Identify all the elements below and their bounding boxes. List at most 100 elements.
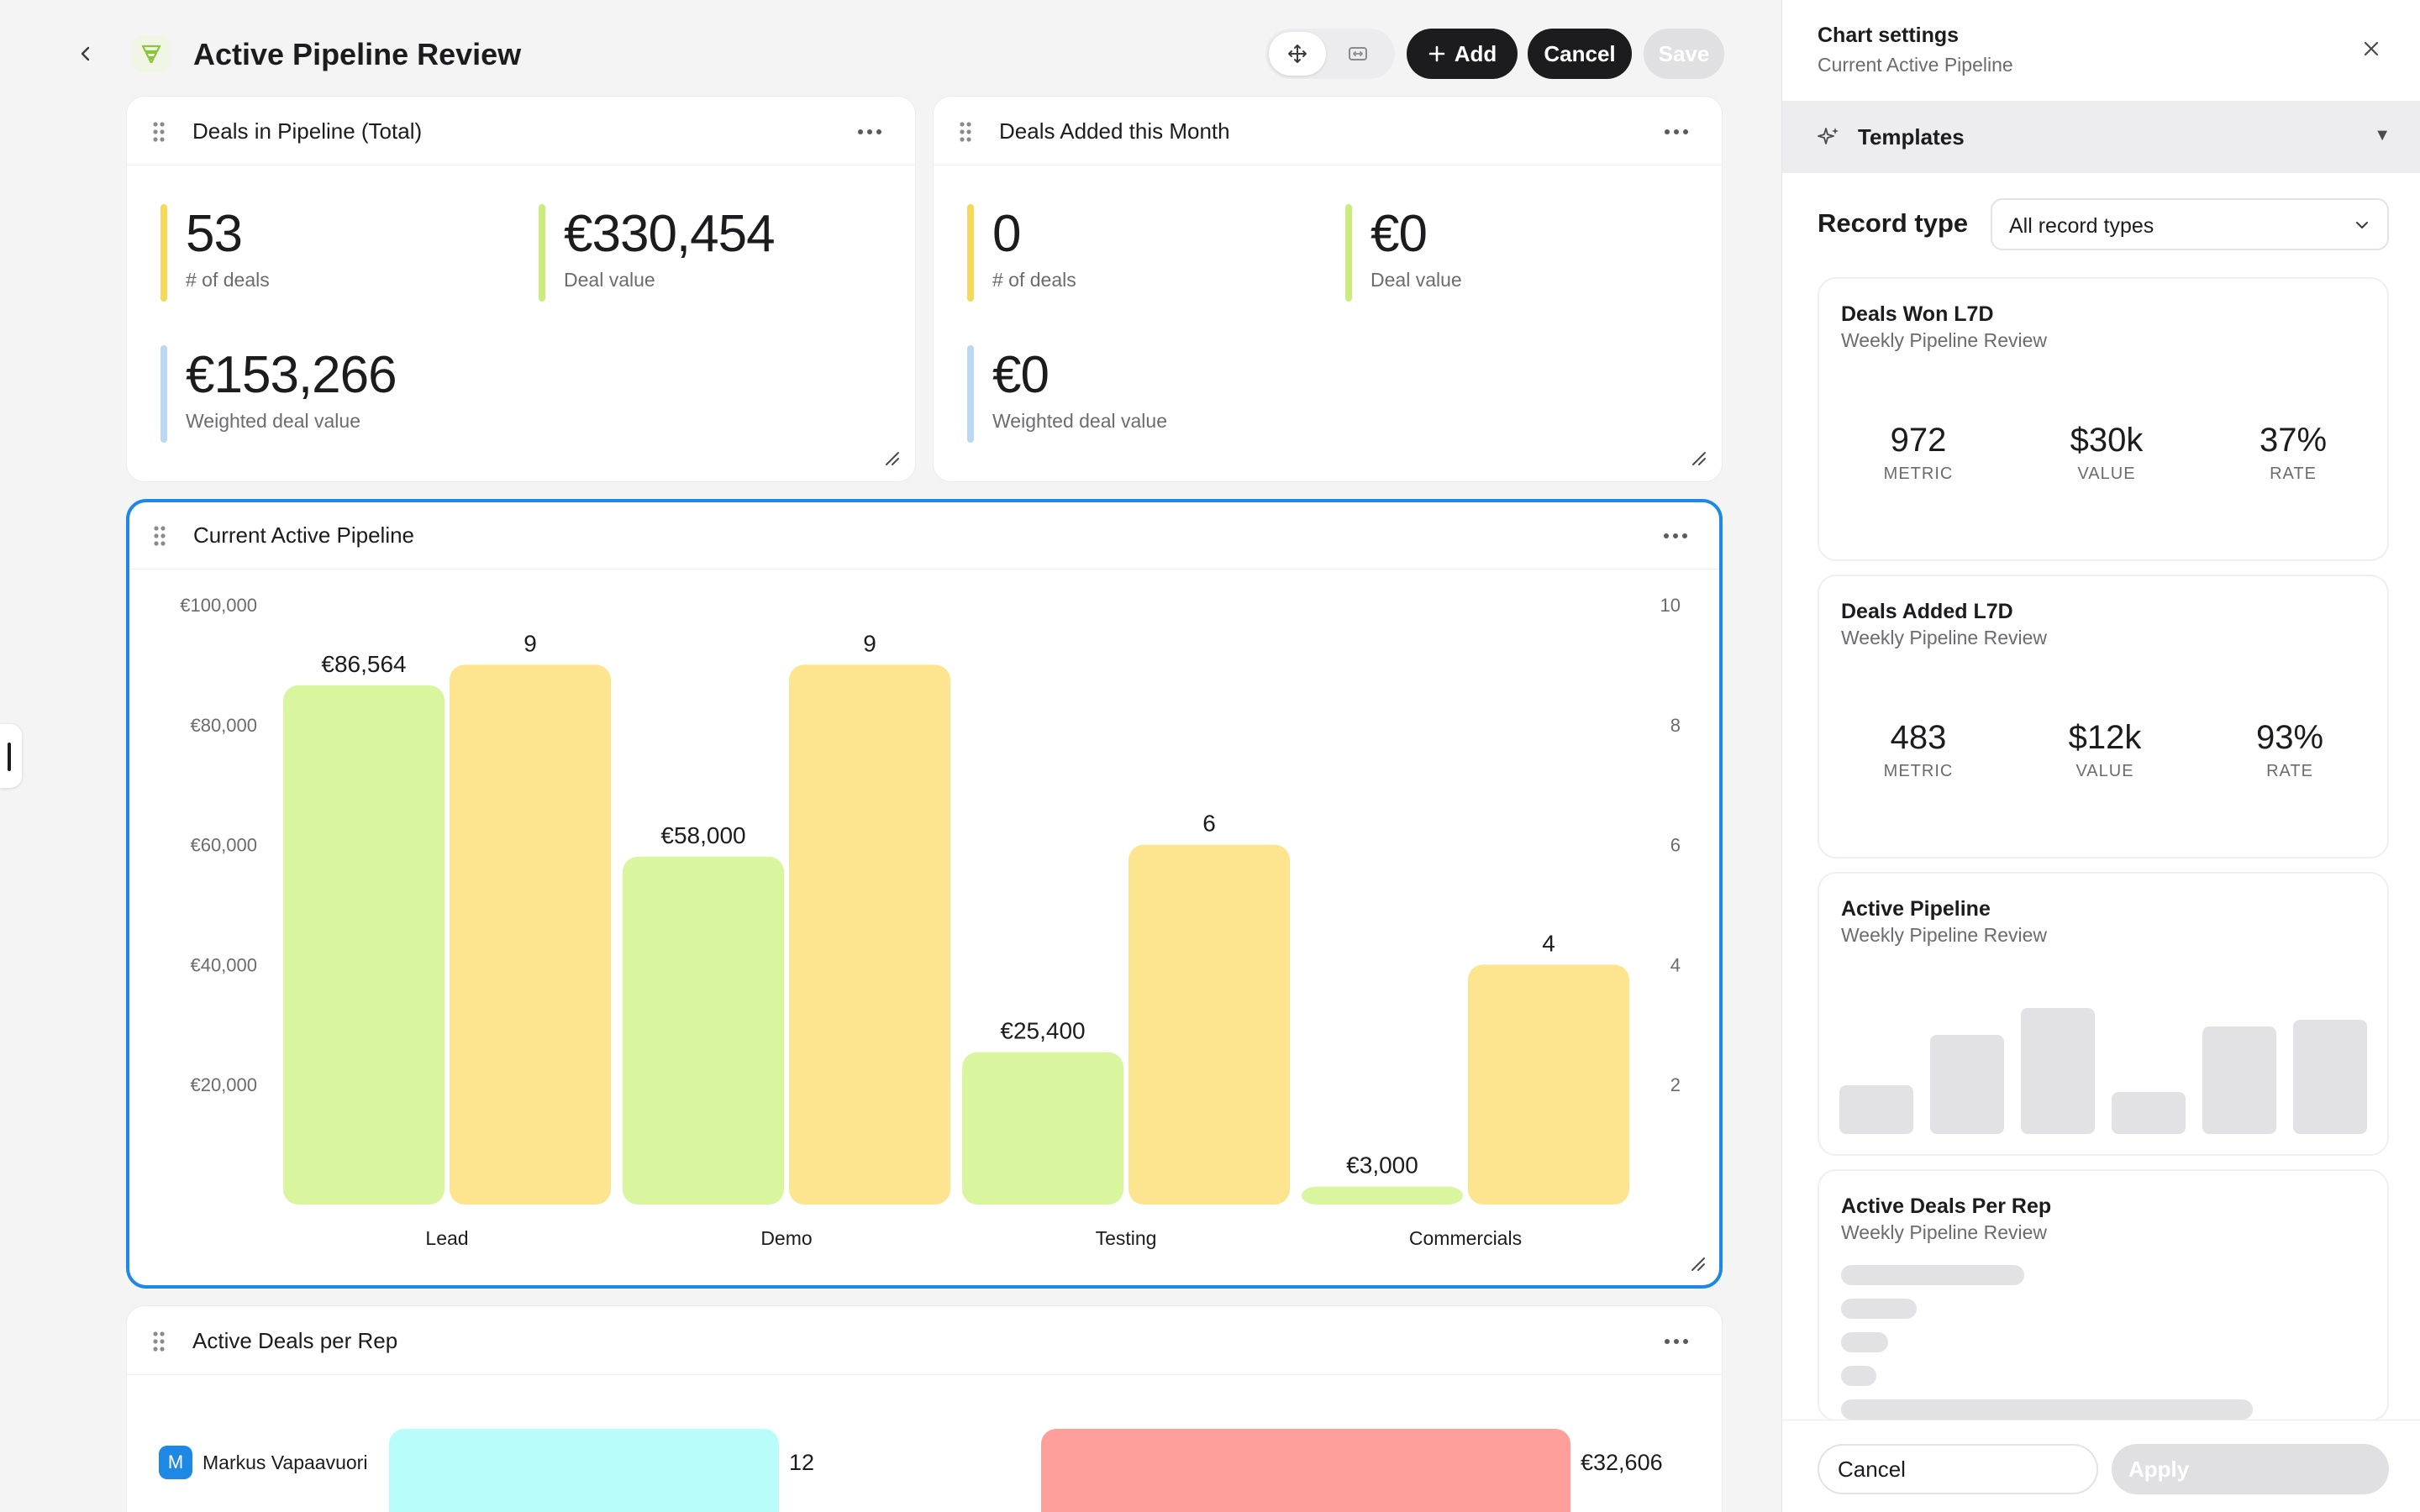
- resize-handle-icon[interactable]: [1690, 449, 1707, 466]
- handle-grip-icon: [8, 743, 11, 771]
- template-card-deals-added[interactable]: Deals Added L7D Weekly Pipeline Review 4…: [1818, 575, 2389, 858]
- y-left-tick-label: €100,000: [180, 595, 257, 616]
- placeholder-line: [1841, 1399, 2253, 1420]
- bar-commercials-series-1: [1302, 1186, 1463, 1205]
- template-metric: 972 METRIC: [1843, 420, 1994, 486]
- template-subtitle: Weekly Pipeline Review: [1841, 627, 2048, 648]
- sparkle-icon: [1818, 128, 1839, 144]
- card-header: Deals in Pipeline (Total): [127, 97, 915, 165]
- placeholder-line: [1841, 1366, 1876, 1386]
- card-title: Deals Added this Month: [999, 118, 1230, 144]
- resize-handle-icon[interactable]: [883, 449, 900, 466]
- bar-data-label: €58,000: [660, 822, 745, 848]
- metric-value: $30k: [2070, 422, 2144, 459]
- stat-accent-bar: [160, 345, 167, 443]
- drag-handle-icon[interactable]: [957, 120, 974, 144]
- template-card-active-deals-per-rep[interactable]: Active Deals Per Rep Weekly Pipeline Rev…: [1818, 1169, 2389, 1421]
- chevron-down-icon: [2356, 222, 2368, 228]
- placeholder-line: [1841, 1299, 1917, 1319]
- panel-title: Chart settings: [1818, 24, 1960, 47]
- card-menu-button[interactable]: [1658, 118, 1695, 145]
- stat-label: # of deals: [992, 269, 1076, 291]
- avatar: M: [159, 1446, 192, 1479]
- template-subtitle: Weekly Pipeline Review: [1841, 1221, 2048, 1243]
- chart-settings-panel: Chart settings Current Active Pipeline T…: [1781, 0, 2420, 1512]
- record-type-select[interactable]: All record types: [1991, 198, 2389, 250]
- rep-count-bar: [389, 1429, 779, 1512]
- templates-accordion[interactable]: Templates ▼: [1782, 101, 2420, 173]
- y-right-tick-label: 2: [1670, 1074, 1681, 1095]
- stat-accent-bar: [967, 204, 974, 302]
- bar-commercials-series-2: [1468, 964, 1629, 1205]
- more-horizontal-icon: [1664, 533, 1687, 538]
- template-metric: 483 METRIC: [1843, 717, 1994, 783]
- move-mode-button[interactable]: [1269, 32, 1326, 76]
- template-title: Active Pipeline: [1841, 897, 1991, 921]
- back-button[interactable]: [69, 37, 103, 71]
- dashboard-header: Active Pipeline Review Add Cancel Save: [0, 0, 1781, 94]
- card-menu-button[interactable]: [1658, 1328, 1695, 1355]
- resize-mode-button[interactable]: [1329, 32, 1386, 76]
- page-title: Active Pipeline Review: [193, 37, 522, 71]
- template-metric: $30k VALUE: [2031, 420, 2182, 486]
- close-panel-button[interactable]: [2356, 34, 2386, 64]
- card-header: Active Deals per Rep: [127, 1306, 1722, 1375]
- rep-deal-value: €32,606: [1581, 1450, 1663, 1475]
- stat-value: €330,454: [564, 205, 776, 263]
- card-menu-button[interactable]: [851, 118, 888, 145]
- cancel-button[interactable]: Cancel: [1528, 29, 1632, 79]
- stat-value: €0: [992, 346, 1050, 404]
- x-category-label: Testing: [1096, 1227, 1157, 1249]
- bar-data-label: 9: [523, 630, 537, 656]
- drag-handle-icon[interactable]: [150, 120, 167, 144]
- template-card-active-pipeline[interactable]: Active Pipeline Weekly Pipeline Review: [1818, 872, 2389, 1156]
- apply-button[interactable]: Apply: [2112, 1444, 2389, 1494]
- save-button[interactable]: Save: [1644, 29, 1724, 79]
- placeholder-bar: [2021, 1008, 2095, 1134]
- caret-down-icon: ▼: [2374, 126, 2391, 144]
- resize-horizontal-icon: [1349, 47, 1367, 60]
- bar-testing-series-2: [1128, 844, 1290, 1205]
- pipeline-bar-chart: €100,000 €80,000 €60,000 €40,000 €20,000 10 8 6…: [180, 595, 1681, 1249]
- more-horizontal-icon: [1665, 129, 1688, 134]
- card-menu-button[interactable]: [1657, 522, 1694, 549]
- sidebar-edge-handle[interactable]: [0, 724, 22, 788]
- deals-in-pipeline-card: Deals in Pipeline (Total) 53 # of deals …: [126, 96, 916, 482]
- card-title: Active Deals per Rep: [192, 1328, 398, 1353]
- record-type-label: Record type: [1818, 208, 1969, 238]
- stat-accent-bar: [1345, 204, 1352, 302]
- metric-value: 37%: [2259, 422, 2328, 459]
- stat-deal-value: €0 Deal value: [1345, 204, 1462, 302]
- bar-demo-series-1: [623, 856, 784, 1205]
- stat-deal-value: €330,454 Deal value: [539, 204, 776, 302]
- panel-cancel-button[interactable]: Cancel: [1818, 1444, 2098, 1494]
- placeholder-bar: [2293, 1020, 2367, 1134]
- metric-label: VALUE: [2075, 762, 2134, 780]
- card-header: Deals Added this Month: [934, 97, 1722, 165]
- stat-deal-count: 53 # of deals: [160, 204, 270, 302]
- template-title: Deals Added L7D: [1841, 600, 2013, 623]
- add-button[interactable]: Add: [1407, 29, 1518, 79]
- stat-label: Weighted deal value: [186, 410, 360, 432]
- bar-data-label: 9: [863, 630, 876, 656]
- drag-handle-icon[interactable]: [151, 524, 168, 548]
- y-right-tick-label: 8: [1670, 715, 1681, 736]
- stat-weighted-value: €0 Weighted deal value: [967, 345, 1167, 443]
- stat-value: 0: [992, 205, 1021, 263]
- resize-handle-icon[interactable]: [1689, 1255, 1706, 1272]
- placeholder-bar: [1839, 1085, 1913, 1134]
- metric-label: RATE: [2266, 762, 2313, 780]
- template-title: Active Deals Per Rep: [1841, 1194, 2052, 1218]
- record-type-value: All record types: [2009, 214, 2154, 238]
- add-button-label: Add: [1454, 40, 1497, 66]
- y-right-tick-label: 10: [1660, 595, 1681, 616]
- bar-data-label: €25,400: [1000, 1018, 1085, 1044]
- bar-data-label: 4: [1542, 930, 1555, 956]
- stat-value: 53: [186, 205, 243, 263]
- current-active-pipeline-card[interactable]: Current Active Pipeline €100,000 €80,000 €…: [126, 499, 1723, 1289]
- card-title: Deals in Pipeline (Total): [192, 118, 423, 144]
- template-card-deals-won[interactable]: Deals Won L7D Weekly Pipeline Review 972…: [1818, 277, 2389, 561]
- stat-accent-bar: [539, 204, 545, 302]
- drag-handle-icon[interactable]: [150, 1330, 167, 1353]
- metric-label: METRIC: [1883, 762, 1954, 780]
